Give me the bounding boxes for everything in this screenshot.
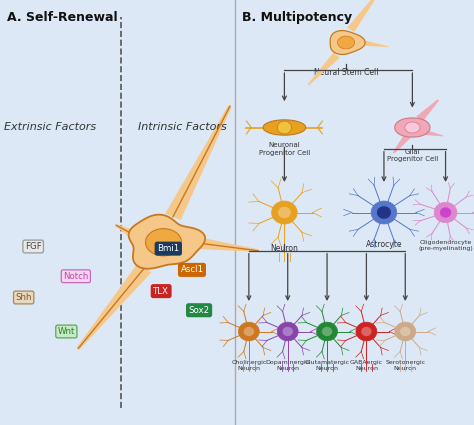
Polygon shape — [146, 229, 182, 256]
Polygon shape — [377, 206, 391, 219]
Text: A. Self-Renewal: A. Self-Renewal — [7, 11, 118, 24]
Polygon shape — [77, 263, 151, 349]
Polygon shape — [416, 99, 439, 122]
Polygon shape — [356, 322, 377, 341]
Text: FGF: FGF — [25, 242, 42, 251]
Text: TLX: TLX — [153, 286, 169, 296]
Polygon shape — [330, 31, 365, 54]
Polygon shape — [115, 224, 143, 242]
Text: Glial
Progenitor Cell: Glial Progenitor Cell — [387, 149, 438, 162]
Text: Serotonergic
Neuron: Serotonergic Neuron — [385, 360, 425, 371]
Polygon shape — [395, 322, 416, 341]
Text: Astrocyte: Astrocyte — [365, 240, 402, 249]
Polygon shape — [405, 122, 420, 133]
Polygon shape — [317, 322, 337, 341]
Text: B. Multipotency: B. Multipotency — [242, 11, 352, 24]
Polygon shape — [400, 327, 410, 336]
Polygon shape — [440, 207, 451, 218]
Text: GABAergic
Neuron: GABAergic Neuron — [350, 360, 383, 371]
Text: Extrinsic Factors: Extrinsic Factors — [4, 122, 96, 133]
Polygon shape — [434, 202, 457, 223]
Polygon shape — [278, 207, 291, 218]
Text: Ascl1: Ascl1 — [181, 265, 203, 275]
Polygon shape — [238, 322, 259, 341]
Polygon shape — [322, 327, 332, 336]
Polygon shape — [283, 327, 293, 336]
Polygon shape — [277, 121, 292, 134]
Polygon shape — [263, 120, 306, 135]
Text: Oligodendrocyte
(pre-myelinating): Oligodendrocyte (pre-myelinating) — [418, 240, 473, 251]
Polygon shape — [361, 327, 372, 336]
Text: Wnt: Wnt — [58, 327, 75, 336]
Polygon shape — [395, 118, 430, 137]
Polygon shape — [272, 201, 297, 224]
Text: Neural Stem Cell: Neural Stem Cell — [314, 68, 378, 77]
Text: Intrinsic Factors: Intrinsic Factors — [138, 122, 227, 133]
Polygon shape — [191, 236, 258, 252]
Polygon shape — [337, 36, 355, 49]
Polygon shape — [421, 129, 443, 136]
Polygon shape — [392, 134, 410, 153]
Text: Shh: Shh — [16, 293, 32, 302]
Text: Dopaminergic
Neuron: Dopaminergic Neuron — [265, 360, 310, 371]
Text: Notch: Notch — [63, 272, 89, 281]
Polygon shape — [128, 215, 205, 269]
Text: Cholinergic
Neuron: Cholinergic Neuron — [231, 360, 266, 371]
Text: Sox2: Sox2 — [189, 306, 210, 315]
Polygon shape — [244, 327, 254, 336]
Polygon shape — [360, 40, 389, 47]
Text: Glutamatergic
Neuron: Glutamatergic Neuron — [304, 360, 350, 371]
Polygon shape — [165, 105, 232, 220]
Text: Neuronal
Progenitor Cell: Neuronal Progenitor Cell — [259, 142, 310, 156]
Polygon shape — [347, 0, 380, 32]
Text: Bmi1: Bmi1 — [157, 244, 179, 253]
Text: Neuron: Neuron — [271, 244, 298, 253]
Polygon shape — [371, 201, 397, 224]
Polygon shape — [307, 53, 340, 85]
Polygon shape — [277, 322, 298, 341]
